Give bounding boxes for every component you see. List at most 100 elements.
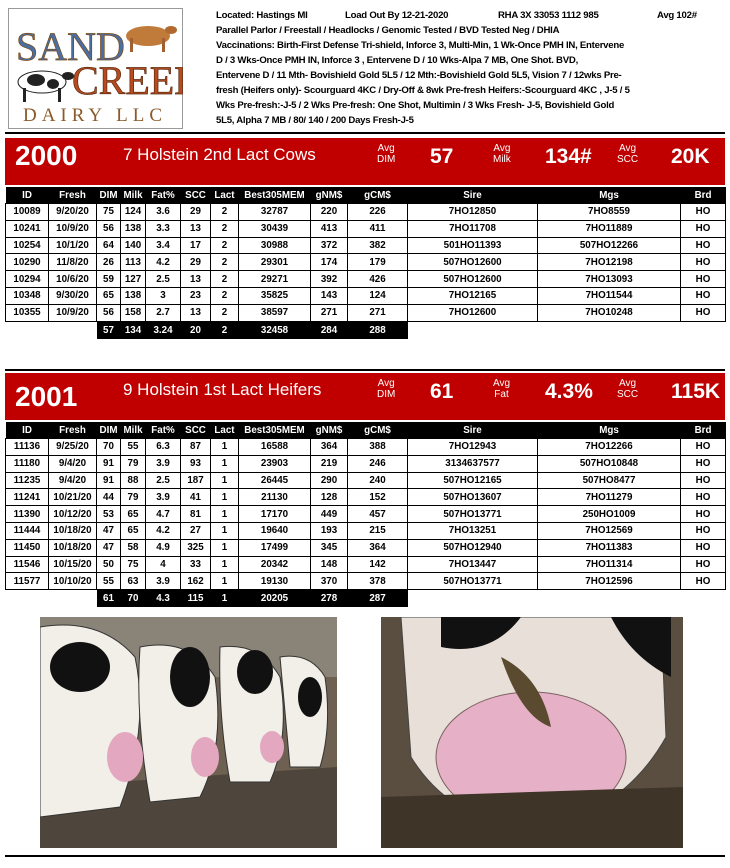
column-header: Brd (680, 187, 726, 204)
table-cell: 1 (210, 505, 239, 523)
table-cell: 1 (210, 555, 239, 574)
table-cell: HO (680, 505, 726, 523)
average-cell: 20 (180, 321, 211, 339)
table-cell: 1 (210, 454, 239, 473)
table-cell: 7HO10248 (537, 303, 681, 322)
table-cell: 7HO12850 (407, 203, 538, 221)
table-cell: 58 (120, 538, 146, 557)
table-cell: 127 (120, 270, 146, 288)
table-cell: 290 (310, 471, 348, 490)
table-cell: 29 (180, 253, 211, 272)
avg-milk: Avg 102# (657, 10, 697, 21)
table-row: 11235 9/4/20 91 88 2.5 187 1 26445 290 240 507HO12… (5, 471, 726, 490)
spacer (6, 321, 97, 339)
cattle-table: ID Fresh DIM Milk Fat% SCC Lact Best305MEM gNM$ g… (5, 422, 726, 608)
column-header: Fat% (145, 187, 181, 204)
table-cell: 93 (180, 454, 211, 473)
table-cell: 11235 (5, 471, 49, 490)
table-cell: 7HO11889 (537, 219, 681, 238)
table-row: 10290 11/8/20 26 113 4.2 29 2 29301 174 179 507HO1… (5, 253, 726, 272)
table-cell: 2.5 (145, 270, 181, 288)
table-cell: 21130 (238, 488, 311, 507)
stat-label-bottom: SCC (617, 154, 639, 165)
table-cell: 7HO12596 (537, 572, 681, 591)
column-header: Milk (120, 187, 146, 204)
table-row: 11241 10/21/20 44 79 3.9 41 1 21130 128 152 507HO1… (5, 488, 726, 507)
group-title: 9 Holstein 1st Lact Heifers (123, 380, 322, 399)
column-header: gNM$ (310, 187, 348, 204)
logo-sand: SAND (16, 24, 125, 69)
table-cell: 3.6 (145, 203, 181, 221)
column-header: gCM$ (347, 422, 408, 439)
table-cell: 2 (210, 203, 239, 221)
table-cell: 124 (120, 203, 146, 221)
table-cell: 10/18/20 (48, 521, 97, 540)
table-cell: 10294 (5, 270, 49, 288)
table-cell: 370 (310, 572, 348, 591)
header-line: fresh (Heifers only)- Scourguard 4KC / D… (216, 85, 630, 96)
average-cell: 4.3 (145, 589, 181, 608)
rule (5, 855, 725, 857)
stat-label-top: Avg (619, 378, 637, 389)
table-cell: HO (680, 572, 726, 591)
table-body: ID Fresh DIM Milk Fat% SCC Lact Best305MEM gNM$ g… (5, 422, 726, 608)
logo: SAND CREEK DAIRY LLC (8, 8, 183, 129)
table-cell: 11546 (5, 555, 49, 574)
table-cell: 7HO11708 (407, 219, 538, 238)
table-cell: 4.7 (145, 505, 181, 523)
header-line: 5L5, Alpha 7 MB / 80/ 140 / 200 Days Fre… (216, 115, 414, 126)
table-cell: 413 (310, 219, 348, 238)
table-cell: 10241 (5, 219, 49, 238)
column-header: SCC (180, 422, 211, 439)
table-cell: 364 (347, 538, 408, 557)
stat-label-bottom: Fat (494, 389, 509, 400)
stat-label: Avg Fat (493, 378, 510, 400)
stat-label-bottom: Milk (493, 154, 511, 165)
table-cell: 152 (347, 488, 408, 507)
table-cell: 38597 (238, 303, 311, 322)
table-cell: 17170 (238, 505, 311, 523)
table-cell: 10/10/20 (48, 572, 97, 591)
table-cell: 10/1/20 (48, 236, 97, 255)
column-header: Milk (120, 422, 146, 439)
stat-value: 61 (430, 380, 454, 403)
table-cell: 174 (310, 253, 348, 272)
stat-label: Avg DIM (377, 143, 395, 165)
column-header: Best305MEM (238, 187, 311, 204)
table-cell: HO (680, 488, 726, 507)
stat-value: 4.3% (545, 380, 593, 403)
table-cell: 364 (310, 438, 348, 456)
table-cell: 1 (210, 471, 239, 490)
stat-label: Avg SCC (617, 378, 638, 400)
table-cell: 63 (120, 572, 146, 591)
table-cell: 388 (347, 438, 408, 456)
table-cell: 507HO13607 (407, 488, 538, 507)
table-cell: 1 (210, 438, 239, 456)
table-cell: 29271 (238, 270, 311, 288)
table-cell: 79 (120, 454, 146, 473)
header-line: D / 3 Wks-Once PMH IN, Inforce 3 , Enter… (216, 55, 578, 66)
header-row: ID Fresh DIM Milk Fat% SCC Lact Best305MEM gNM$ g… (5, 422, 726, 439)
table-row: 11577 10/10/20 55 63 3.9 162 1 19130 370 378 507HO… (5, 572, 726, 591)
average-cell: 20205 (238, 589, 311, 608)
table-cell: 187 (180, 471, 211, 490)
table-cell: 47 (96, 538, 121, 557)
table-cell: 91 (96, 471, 121, 490)
table-cell: 507HO10848 (537, 454, 681, 473)
table-cell: HO (680, 438, 726, 456)
table-cell: 55 (96, 572, 121, 591)
table-cell: 16588 (238, 438, 311, 456)
table-cell: 271 (310, 303, 348, 322)
table-cell: 10/15/20 (48, 555, 97, 574)
table-cell: 2 (210, 270, 239, 288)
header-line: Vaccinations: Birth-First Defense Tri-sh… (216, 40, 625, 51)
average-cell: 70 (120, 589, 146, 608)
table-cell: 372 (310, 236, 348, 255)
table-cell: 1 (210, 488, 239, 507)
table-cell: 10290 (5, 253, 49, 272)
table-row: 11180 9/4/20 91 79 3.9 93 1 23903 219 246 31346375… (5, 454, 726, 473)
stat-value: 115K (671, 380, 721, 403)
table-cell: 128 (310, 488, 348, 507)
table-cell: 507HO12600 (407, 253, 538, 272)
table-cell: 9/20/20 (48, 203, 97, 221)
